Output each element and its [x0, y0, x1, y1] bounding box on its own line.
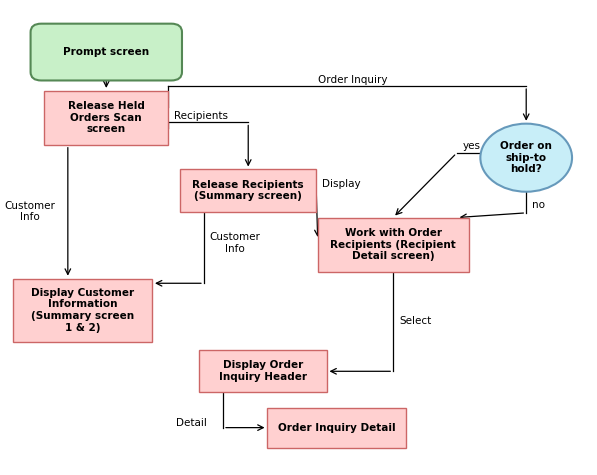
Text: Select: Select [399, 316, 431, 326]
Text: no: no [532, 200, 545, 209]
FancyBboxPatch shape [318, 218, 469, 272]
Text: Customer
Info: Customer Info [210, 232, 261, 254]
FancyBboxPatch shape [267, 408, 407, 447]
Ellipse shape [481, 124, 572, 192]
Text: Prompt screen: Prompt screen [63, 47, 149, 57]
FancyBboxPatch shape [13, 278, 152, 342]
Text: Work with Order
Recipients (Recipient
Detail screen): Work with Order Recipients (Recipient De… [330, 228, 456, 261]
FancyBboxPatch shape [30, 24, 182, 80]
FancyBboxPatch shape [180, 170, 316, 212]
Text: yes: yes [463, 141, 481, 151]
Text: Customer
Info: Customer Info [4, 201, 55, 222]
Text: Order Inquiry Detail: Order Inquiry Detail [278, 423, 396, 433]
FancyBboxPatch shape [44, 91, 168, 145]
Text: Release Recipients
(Summary screen): Release Recipients (Summary screen) [192, 180, 304, 201]
Text: Detail: Detail [176, 418, 207, 428]
Text: Display Customer
Information
(Summary screen
1 & 2): Display Customer Information (Summary sc… [31, 288, 134, 332]
Text: Display: Display [322, 179, 361, 189]
Text: Order Inquiry: Order Inquiry [318, 76, 387, 86]
Text: Display Order
Inquiry Header: Display Order Inquiry Header [219, 361, 307, 382]
Text: Order on
ship-to
hold?: Order on ship-to hold? [500, 141, 552, 174]
FancyBboxPatch shape [199, 350, 327, 392]
Text: Recipients: Recipients [174, 111, 228, 122]
Text: Release Held
Orders Scan
screen: Release Held Orders Scan screen [68, 101, 144, 134]
